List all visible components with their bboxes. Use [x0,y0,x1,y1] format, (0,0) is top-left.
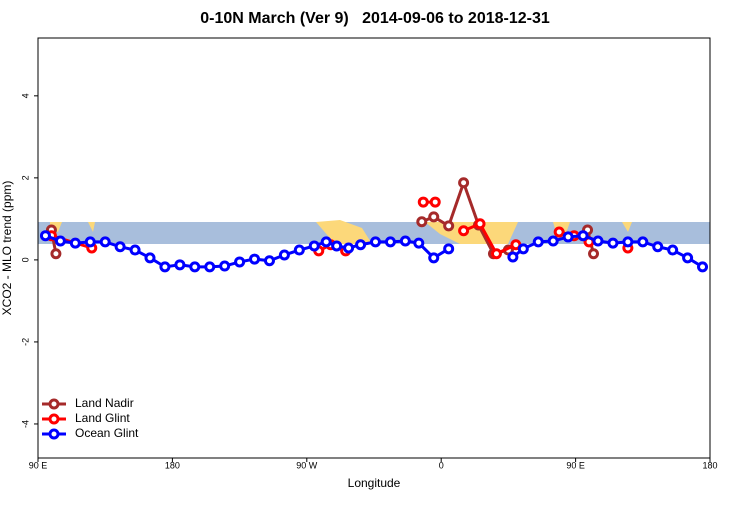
data-point [507,251,519,263]
data-point [293,244,305,256]
x-axis-label: Longitude [348,476,401,490]
data-point [458,177,470,189]
data-point [234,256,246,268]
data-point [144,252,156,264]
data-point [99,236,111,248]
legend-label: Land Glint [75,411,130,425]
data-point [263,255,275,267]
data-point [588,248,600,260]
data-point [369,236,381,248]
data-point [54,235,66,247]
data-point [174,259,186,271]
data-point [428,252,440,264]
data-point [592,235,604,247]
data-point [399,235,411,247]
y-tick-label: -2 [20,338,30,346]
data-point [443,220,455,232]
data-point [474,218,486,230]
data-point [682,252,694,264]
data-point [219,260,231,272]
data-point [114,241,126,253]
y-axis-label: XCO2 - MLO trend (ppm) [0,181,14,316]
data-point [667,244,679,256]
y-tick-label: 4 [20,93,30,98]
data-point [159,261,171,273]
y-tick-label: -4 [20,420,30,428]
legend-marker [48,413,60,425]
data-point [577,230,589,242]
data-point [308,240,320,252]
data-point [189,261,201,273]
legend-label: Land Nadir [75,396,134,410]
x-tick-label: 180 [702,460,717,470]
data-point [607,237,619,249]
data-point [547,235,559,247]
data-point [562,231,574,243]
data-point [204,261,216,273]
y-tick-label: 0 [20,257,30,262]
data-point [428,211,440,223]
legend-label: Ocean Glint [75,426,139,440]
data-point [458,225,470,237]
data-point [553,226,565,238]
plot-frame [37,37,711,459]
data-point [384,236,396,248]
data-point [532,236,544,248]
data-point [413,237,425,249]
data-point [331,240,343,252]
x-tick-label: 90 W [296,460,318,470]
chart-title: 0-10N March (Ver 9) 2014-09-06 to 2018-1… [200,10,550,27]
data-point [129,244,141,256]
data-point [320,236,332,248]
data-point [249,253,261,265]
land [622,222,632,232]
data-point [697,261,709,273]
data-point [416,216,428,228]
data-point [84,236,96,248]
data-point [278,249,290,261]
x-tick-label: 90 E [566,460,585,470]
data-point [50,248,62,260]
y-tick-label: 2 [20,175,30,180]
data-point [622,236,634,248]
legend-marker [48,428,60,440]
x-tick-label: 180 [165,460,180,470]
data-point [343,242,355,254]
land [88,222,95,232]
legend-marker [48,398,60,410]
data-point [355,239,367,251]
data-point [652,241,664,253]
data-point [39,230,51,242]
x-tick-label: 0 [439,460,444,470]
data-point [69,237,81,249]
data-point [443,243,455,255]
data-point [417,196,429,208]
data-point [637,236,649,248]
data-point [517,243,529,255]
data-point [429,196,441,208]
x-tick-label: 90 E [29,460,48,470]
data-point [490,248,502,260]
